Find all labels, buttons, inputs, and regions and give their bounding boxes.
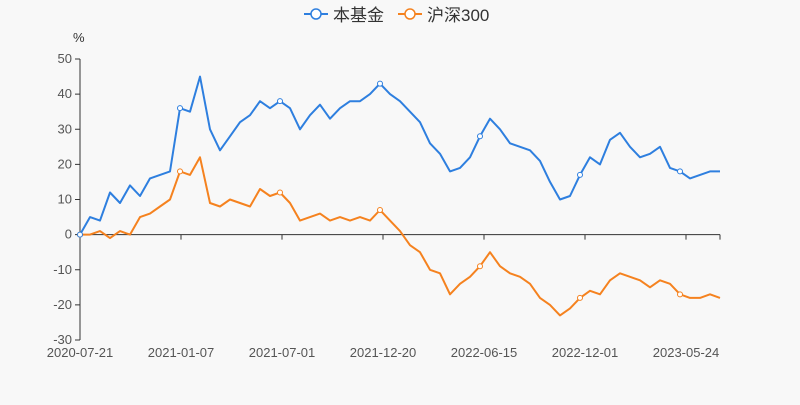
x-tick-label: 2020-07-21: [47, 345, 114, 360]
y-tick-label: 40: [58, 86, 72, 101]
x-tick-label: 2021-12-20: [350, 345, 417, 360]
data-point: [577, 171, 583, 178]
legend-item-fund[interactable]: 本基金: [304, 6, 384, 25]
data-point: [677, 291, 683, 298]
y-tick-label: 0: [65, 227, 72, 242]
y-tick-label: 20: [58, 156, 72, 171]
x-tick-label: 2022-06-15: [451, 345, 518, 360]
data-point: [677, 168, 683, 175]
data-point: [477, 133, 483, 140]
y-tick-label: 30: [58, 121, 72, 136]
series-line-fund: [79, 75, 720, 236]
data-point: [277, 189, 283, 196]
legend-item-hs300[interactable]: 沪深300: [398, 6, 489, 25]
x-tick-label: 2022-12-01: [552, 345, 619, 360]
data-point: [377, 207, 383, 214]
data-point: [477, 263, 483, 270]
data-point: [377, 80, 383, 87]
data-point: [277, 98, 283, 105]
y-tick-label: 10: [58, 192, 72, 207]
x-tick-label: 2023-05-24: [653, 345, 720, 360]
legend[interactable]: 本基金 沪深300: [304, 6, 489, 25]
y-axis-unit: %: [73, 30, 85, 45]
x-tick-label: 2021-01-07: [148, 345, 215, 360]
series-line-hs300: [80, 156, 721, 317]
data-point: [177, 168, 183, 175]
y-tick-label: -30: [53, 332, 72, 347]
data-point: [577, 294, 583, 301]
y-tick-label: 50: [58, 51, 72, 66]
y-tick-label: -20: [53, 297, 72, 312]
y-tick-label: -10: [53, 262, 72, 277]
legend-label-fund: 本基金: [333, 6, 384, 25]
data-point: [77, 231, 83, 238]
x-tick-label: 2021-07-01: [249, 345, 316, 360]
legend-label-hs300: 沪深300: [427, 6, 489, 25]
data-point: [177, 105, 183, 112]
